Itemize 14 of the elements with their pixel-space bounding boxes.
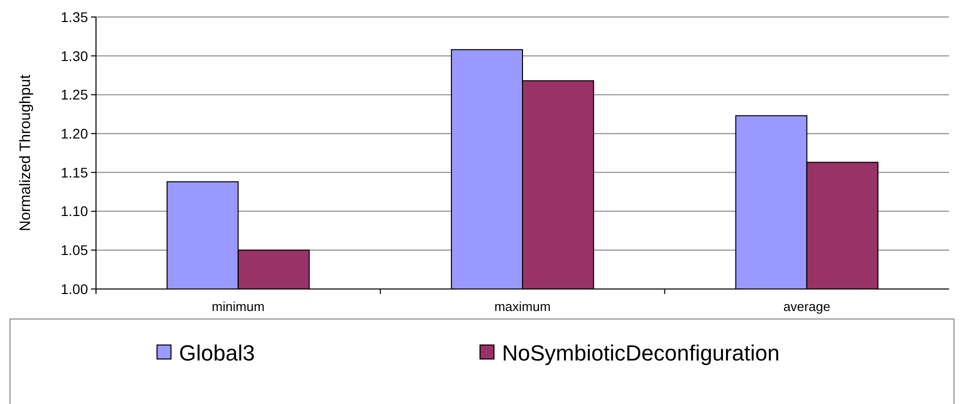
y-tick-label: 1.35 (60, 8, 88, 25)
y-tick-label: 1.05 (60, 242, 88, 258)
y-tick-label: 1.15 (60, 164, 88, 180)
x-tick-label: minimum (212, 299, 265, 314)
y-tick-label: 1.00 (60, 280, 88, 297)
y-tick-label: 1.25 (60, 86, 88, 103)
y-tick-label: 1.20 (60, 125, 88, 142)
x-tick-label: maximum (494, 299, 551, 314)
y-tick-label: 1.30 (60, 48, 88, 64)
legend-label: Global3 (179, 340, 255, 366)
x-tick-label: average (783, 299, 830, 314)
y-tick-label: 1.10 (60, 203, 88, 220)
y-axis-title: Normalized Throughput (17, 74, 34, 232)
legend-label: NoSymbioticDeconfiguration (502, 340, 780, 366)
